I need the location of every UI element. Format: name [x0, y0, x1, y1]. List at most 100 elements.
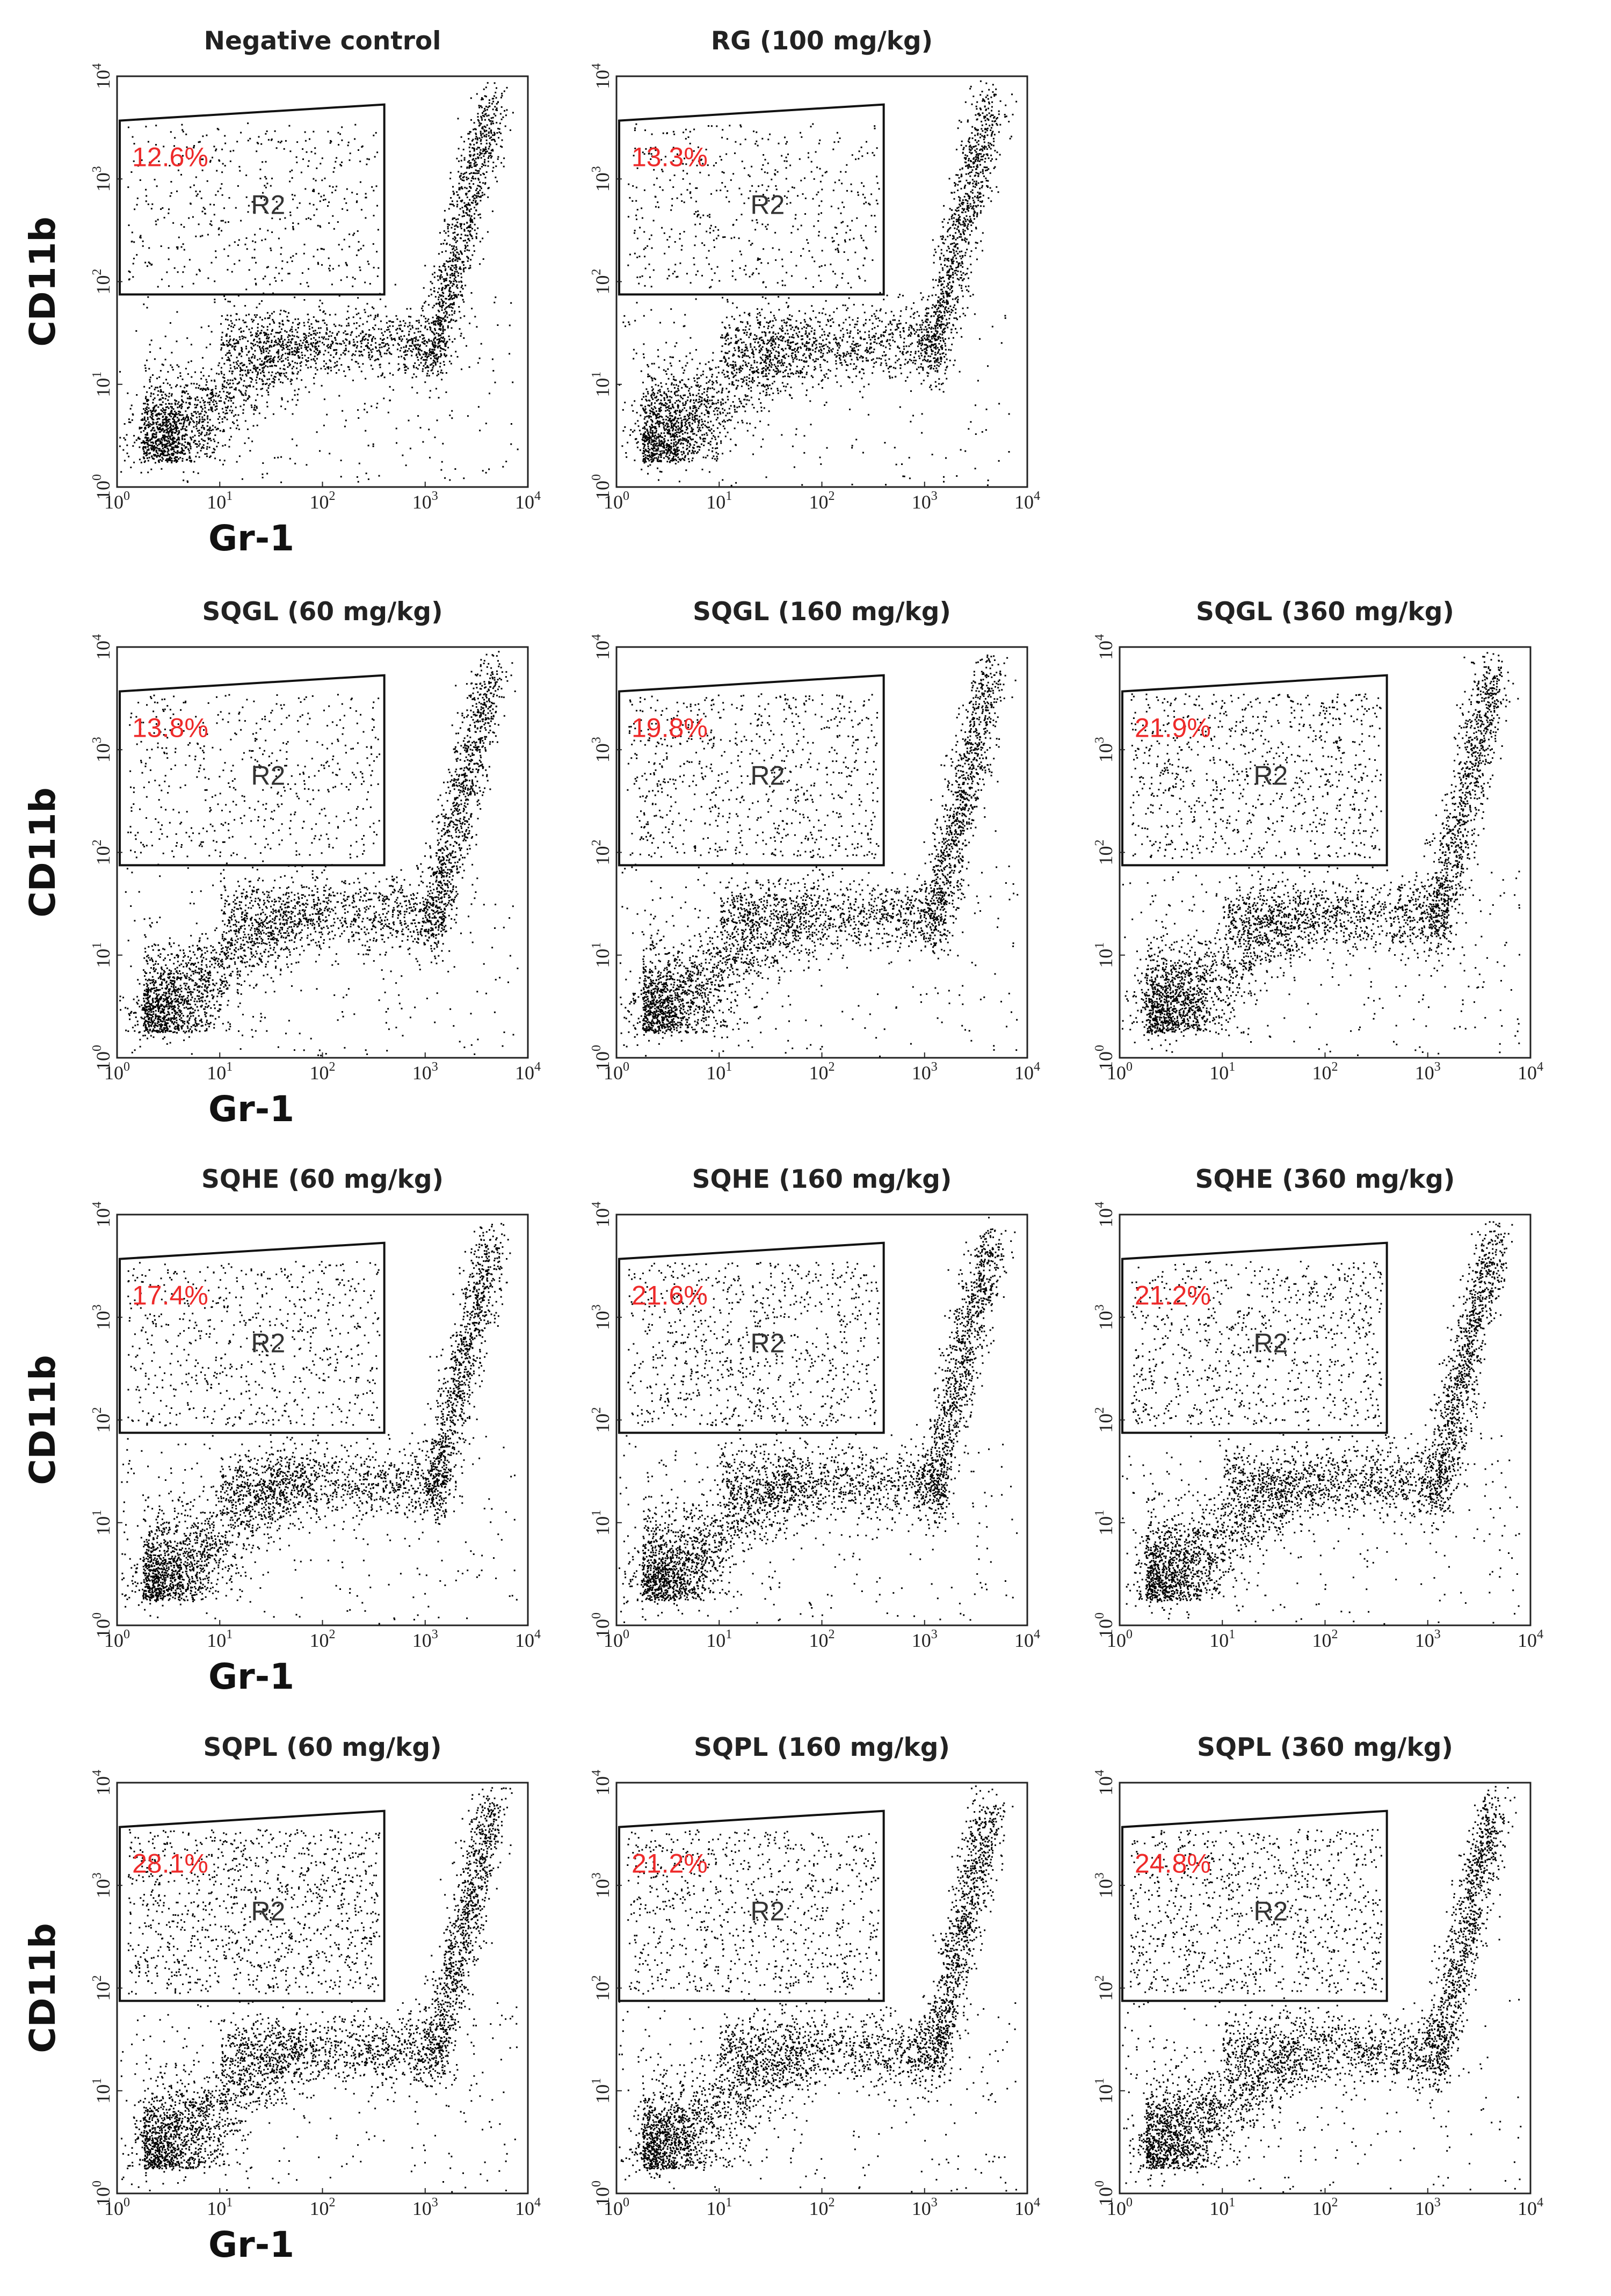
- y-tick-label: 104: [590, 1202, 613, 1227]
- y-tick-label: 104: [90, 634, 114, 660]
- plot-frame: [116, 1214, 529, 1626]
- y-tick-label: 104: [590, 63, 613, 89]
- x-tick-label: 103: [912, 489, 938, 513]
- y-tick-label: 104: [590, 1770, 613, 1796]
- x-tick-label: 102: [1312, 1060, 1338, 1084]
- y-tick-label: 103: [90, 1304, 114, 1330]
- x-tick-label: 103: [1415, 1627, 1441, 1651]
- gate-r2: [119, 674, 386, 867]
- y-tick-label: 100: [90, 474, 114, 500]
- plot-panel: SQPL (360 mg/kg) 24.8% R2 100 101 102 103 104 10…: [1093, 1733, 1543, 2219]
- gate-r2: [119, 1241, 386, 1434]
- scatter-points: [619, 80, 1018, 486]
- y-tick-label: 101: [90, 1510, 114, 1536]
- gate-label: R2: [1253, 1896, 1288, 1926]
- panel-title: SQHE (360 mg/kg): [1195, 1165, 1455, 1194]
- gate-percent: 13.3%: [632, 142, 708, 172]
- scatter-points: [1122, 1786, 1522, 2193]
- gate-percent: 12.6%: [132, 142, 208, 172]
- panel-title: SQGL (360 mg/kg): [1196, 597, 1454, 627]
- y-tick-label: 104: [590, 634, 613, 660]
- y-tick-label: 102: [1093, 1407, 1116, 1433]
- panel-title: SQPL (160 mg/kg): [694, 1733, 950, 1762]
- gate-percent: 21.2%: [1135, 1281, 1211, 1311]
- y-tick-label: 102: [590, 1407, 613, 1433]
- y-tick-label: 103: [590, 737, 613, 762]
- x-tick-label: 104: [515, 1060, 541, 1084]
- y-tick-label: 101: [1093, 1510, 1116, 1536]
- plot-frame: [116, 75, 529, 488]
- y-axis-label: CD11b: [22, 1923, 63, 2053]
- scatter-points: [119, 651, 519, 1057]
- y-tick-label: 100: [90, 2181, 114, 2206]
- gate-label: R2: [750, 190, 785, 220]
- y-tick-label: 102: [90, 269, 114, 295]
- panel-title: SQPL (360 mg/kg): [1197, 1733, 1453, 1762]
- gate-label: R2: [750, 1896, 785, 1926]
- gate-r2: [618, 674, 885, 867]
- x-tick-label: 104: [1014, 2196, 1040, 2219]
- x-tick-label: 103: [1415, 2196, 1441, 2219]
- gate-r2: [1121, 1810, 1388, 2002]
- panel-title: SQPL (60 mg/kg): [204, 1733, 442, 1762]
- plot-panel: SQGL (160 mg/kg) 19.8% R2 100 101 102 103 104 10…: [590, 597, 1040, 1084]
- plot-panel: SQHE (60 mg/kg) 17.4% R2 100 101 102 103 104 100…: [90, 1165, 541, 1651]
- x-tick-label: 102: [809, 489, 835, 513]
- y-tick-label: 104: [90, 63, 114, 89]
- scatter-points: [619, 655, 1019, 1057]
- plot-panel: Negative control 12.6% R2 100 101 102 103 104 10…: [90, 26, 541, 513]
- gate-label: R2: [750, 760, 785, 790]
- y-tick-label: 103: [1093, 1872, 1116, 1898]
- y-tick-label: 100: [590, 1612, 613, 1638]
- plot-panel: SQHE (360 mg/kg) 21.2% R2 100 101 102 103 104 10…: [1093, 1165, 1543, 1651]
- x-tick-label: 101: [1209, 1060, 1235, 1084]
- y-tick-label: 100: [590, 1045, 613, 1071]
- y-tick-label: 101: [590, 2078, 613, 2104]
- x-axis-label: Gr-1: [208, 2224, 294, 2265]
- y-tick-label: 103: [90, 737, 114, 762]
- x-tick-label: 104: [1014, 1627, 1040, 1651]
- y-tick-label: 100: [90, 1612, 114, 1638]
- panel-title: SQHE (60 mg/kg): [201, 1165, 444, 1194]
- y-axis-label: CD11b: [22, 787, 63, 917]
- y-tick-label: 102: [590, 840, 613, 866]
- y-tick-label: 101: [1093, 942, 1116, 968]
- x-tick-label: 101: [1209, 2196, 1235, 2219]
- scatter-points: [619, 1785, 1017, 2193]
- event-dots: [1122, 1786, 1522, 2193]
- y-tick-label: 101: [1093, 2078, 1116, 2104]
- y-tick-label: 103: [1093, 1304, 1116, 1330]
- x-axis-label: Gr-1: [208, 518, 294, 559]
- y-tick-label: 104: [90, 1202, 114, 1227]
- y-tick-label: 101: [90, 942, 114, 968]
- event-dots: [619, 1785, 1017, 2193]
- plot-panel: SQPL (160 mg/kg) 21.2% R2 100 101 102 103 104 10…: [590, 1733, 1040, 2219]
- scatter-points: [120, 1787, 518, 2193]
- gate-percent: 24.8%: [1135, 1849, 1211, 1879]
- x-tick-label: 102: [310, 1627, 336, 1651]
- x-tick-label: 104: [1518, 1627, 1543, 1651]
- gate-label: R2: [251, 760, 285, 790]
- y-tick-label: 104: [1093, 634, 1116, 660]
- x-tick-label: 103: [912, 1060, 938, 1084]
- y-tick-label: 103: [590, 1304, 613, 1330]
- panel-title: SQHE (160 mg/kg): [692, 1165, 952, 1194]
- x-tick-label: 104: [515, 1627, 541, 1651]
- y-tick-label: 103: [590, 166, 613, 192]
- y-tick-label: 102: [1093, 840, 1116, 866]
- x-tick-label: 101: [1209, 1627, 1235, 1651]
- gate-percent: 17.4%: [132, 1281, 208, 1311]
- x-tick-label: 101: [207, 2196, 233, 2219]
- x-tick-label: 103: [412, 2196, 438, 2219]
- y-tick-label: 103: [1093, 737, 1116, 762]
- y-tick-label: 103: [90, 166, 114, 192]
- y-tick-label: 101: [90, 2078, 114, 2104]
- y-tick-label: 100: [590, 2181, 613, 2206]
- x-tick-label: 102: [310, 2196, 336, 2219]
- y-tick-label: 102: [590, 269, 613, 295]
- y-axis-label: CD11b: [22, 216, 63, 346]
- y-tick-label: 103: [590, 1872, 613, 1898]
- gate-r2: [119, 1810, 386, 2002]
- x-tick-label: 101: [207, 1627, 233, 1651]
